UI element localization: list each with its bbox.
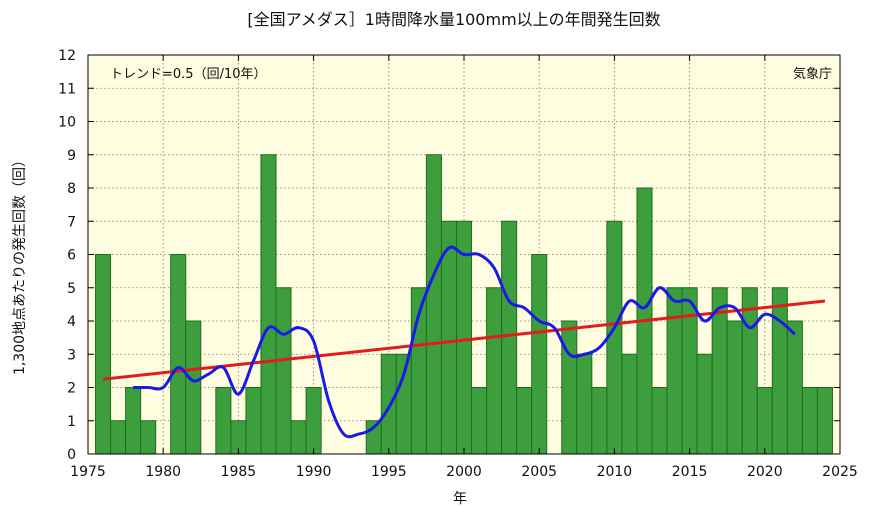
bar <box>486 287 503 455</box>
x-tick-label: 2020 <box>747 464 783 480</box>
bar <box>756 387 773 455</box>
bar <box>275 287 292 455</box>
bar <box>681 287 698 455</box>
source-label: 気象庁 <box>793 66 832 82</box>
bar <box>471 387 488 455</box>
moving-average-line <box>133 245 796 439</box>
bar <box>651 387 668 455</box>
bar <box>245 387 262 455</box>
x-tick-label: 2005 <box>521 464 557 480</box>
bar <box>726 320 743 455</box>
bar <box>290 420 307 455</box>
x-tick-label: 2025 <box>822 464 858 480</box>
x-tick-label: 2010 <box>597 464 633 480</box>
bar <box>561 320 578 455</box>
bar <box>501 220 518 455</box>
bar <box>801 387 818 455</box>
y-tick-label: 9 <box>67 148 76 164</box>
bar <box>816 387 833 455</box>
y-tick-label: 2 <box>67 381 76 397</box>
bar <box>110 420 127 455</box>
bar <box>576 353 593 455</box>
x-tick-label: 2015 <box>672 464 708 480</box>
x-axis: 1975 1980 1985 1990 1995 2000 2005 2010 2015 2020… <box>70 55 858 480</box>
y-tick-label: 8 <box>67 181 76 197</box>
bar <box>621 353 638 455</box>
x-tick-label: 1985 <box>221 464 257 480</box>
bar-series <box>95 154 833 455</box>
bar <box>516 387 533 455</box>
trend-annotation: トレンド=0.5（回/10年） <box>110 67 267 82</box>
x-tick-label: 1990 <box>296 464 332 480</box>
y-tick-label: 12 <box>58 48 76 64</box>
bar <box>215 387 232 455</box>
y-tick-label: 1 <box>67 414 76 430</box>
y-tick-label: 6 <box>67 248 76 264</box>
x-tick-label: 2000 <box>446 464 482 480</box>
bar <box>140 420 157 455</box>
x-tick-label: 1980 <box>145 464 181 480</box>
moving-average-layer <box>133 245 796 439</box>
bar <box>531 254 548 455</box>
y-axis-label: 1,300地点あたりの発生回数（回） <box>12 153 28 375</box>
bar <box>786 320 803 455</box>
y-tick-label: 5 <box>67 281 76 297</box>
bar <box>455 220 473 455</box>
bar <box>425 154 442 455</box>
y-tick-label: 7 <box>67 214 76 230</box>
bar <box>591 387 608 455</box>
bar <box>380 353 397 455</box>
bar <box>696 353 713 455</box>
x-tick-label: 1995 <box>371 464 407 480</box>
y-tick-label: 0 <box>67 447 76 463</box>
y-tick-label: 4 <box>67 314 76 330</box>
bar <box>125 387 142 455</box>
bar <box>260 154 277 455</box>
bar <box>666 287 683 455</box>
bar <box>741 287 758 455</box>
y-tick-label: 10 <box>58 115 76 131</box>
y-tick-label: 3 <box>67 347 76 363</box>
bar <box>170 254 187 455</box>
x-axis-label: 年 <box>453 491 467 506</box>
bar <box>185 320 202 455</box>
y-tick-label: 11 <box>58 81 76 97</box>
chart-title: [全国アメダス］1時間降水量100mm以上の年間発生回数 <box>247 10 660 29</box>
bar <box>95 254 112 455</box>
bar <box>771 287 788 455</box>
x-tick-label: 1975 <box>70 464 106 480</box>
bar <box>305 387 322 455</box>
